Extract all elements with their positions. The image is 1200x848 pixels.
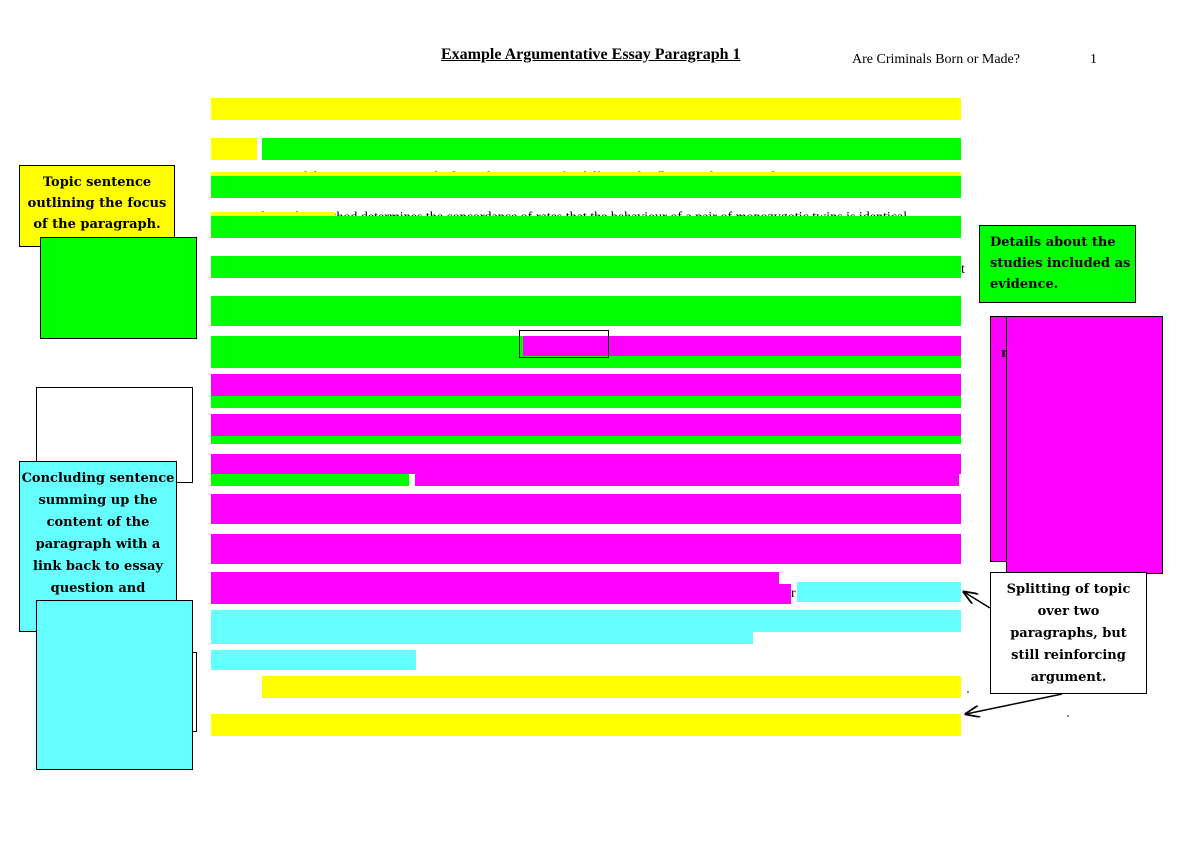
highlight-yellow-line-16 (262, 676, 961, 698)
essay-title: Example Argumentative Essay Paragraph 1 (441, 46, 741, 63)
highlight-yellow-line-1 (211, 98, 961, 120)
annotation-topic-sentence-text: Topic sentence outlining the focus of th… (27, 175, 167, 232)
highlight-green-line-3 (211, 176, 961, 198)
annotation-green-block (40, 237, 197, 339)
highlight-magenta-line-12 (211, 534, 961, 564)
highlight-green-line-4 (211, 216, 961, 238)
annotation-splitting-text: Splitting of topic over two paragraphs, … (1006, 582, 1131, 685)
annotation-details-text: Details about the studies included as ev… (990, 235, 1131, 292)
annotation-magenta-fragment: n (1001, 346, 1010, 361)
highlight-cyan-line-15 (211, 650, 416, 670)
page-number: 1 (1090, 52, 1097, 67)
highlight-yellow-sliver (211, 172, 961, 176)
highlight-magenta-line-10b (415, 474, 959, 486)
essay-line-14-fragment: r (791, 586, 796, 601)
arrow-to-final-line (966, 693, 1063, 714)
highlight-cyan-line-13 (797, 582, 961, 602)
arrow-to-split-line (964, 592, 991, 609)
stray-dot-2 (967, 691, 969, 693)
highlight-magenta-line-13 (211, 572, 779, 604)
essay-line-4-fragment: twin studies. This method determines the… (213, 210, 908, 218)
annotation-details: Details about the studies included as ev… (979, 225, 1136, 303)
selection-outline (519, 330, 609, 358)
stray-dot-1 (1067, 715, 1069, 717)
highlight-green-line-5 (211, 256, 961, 278)
highlight-cyan-line-14b (211, 632, 753, 644)
annotation-topic-sentence: Topic sentence outlining the focus of th… (19, 165, 175, 247)
highlight-cyan-line-14 (211, 610, 961, 632)
highlight-magenta-line-13b (779, 584, 791, 604)
highlight-magenta-line-10 (211, 454, 961, 474)
highlight-magenta-line-7 (523, 336, 961, 356)
highlight-green-line-9 (211, 436, 961, 444)
running-head: Are Criminals Born or Made? (852, 52, 1020, 67)
annotation-magenta-front (1006, 316, 1163, 574)
highlight-yellow-line-17 (211, 714, 961, 736)
highlight-green-line-6 (211, 296, 961, 326)
highlight-green-line-10 (211, 474, 409, 486)
highlight-yellow-line-2 (211, 138, 257, 160)
annotation-cyan-block (36, 600, 193, 770)
annotation-concluding-text: Concluding sentence summing up the conte… (21, 471, 175, 596)
highlight-yellow-sliver-2 (211, 212, 335, 216)
highlight-green-line-8 (211, 396, 961, 408)
annotation-splitting: Splitting of topic over two paragraphs, … (990, 572, 1147, 694)
highlight-magenta-line-8 (211, 374, 961, 396)
highlight-magenta-line-11 (211, 494, 961, 524)
essay-line-5-fragment: t (961, 262, 965, 277)
highlight-magenta-line-9 (211, 414, 961, 436)
highlight-green-line-2 (262, 138, 961, 160)
